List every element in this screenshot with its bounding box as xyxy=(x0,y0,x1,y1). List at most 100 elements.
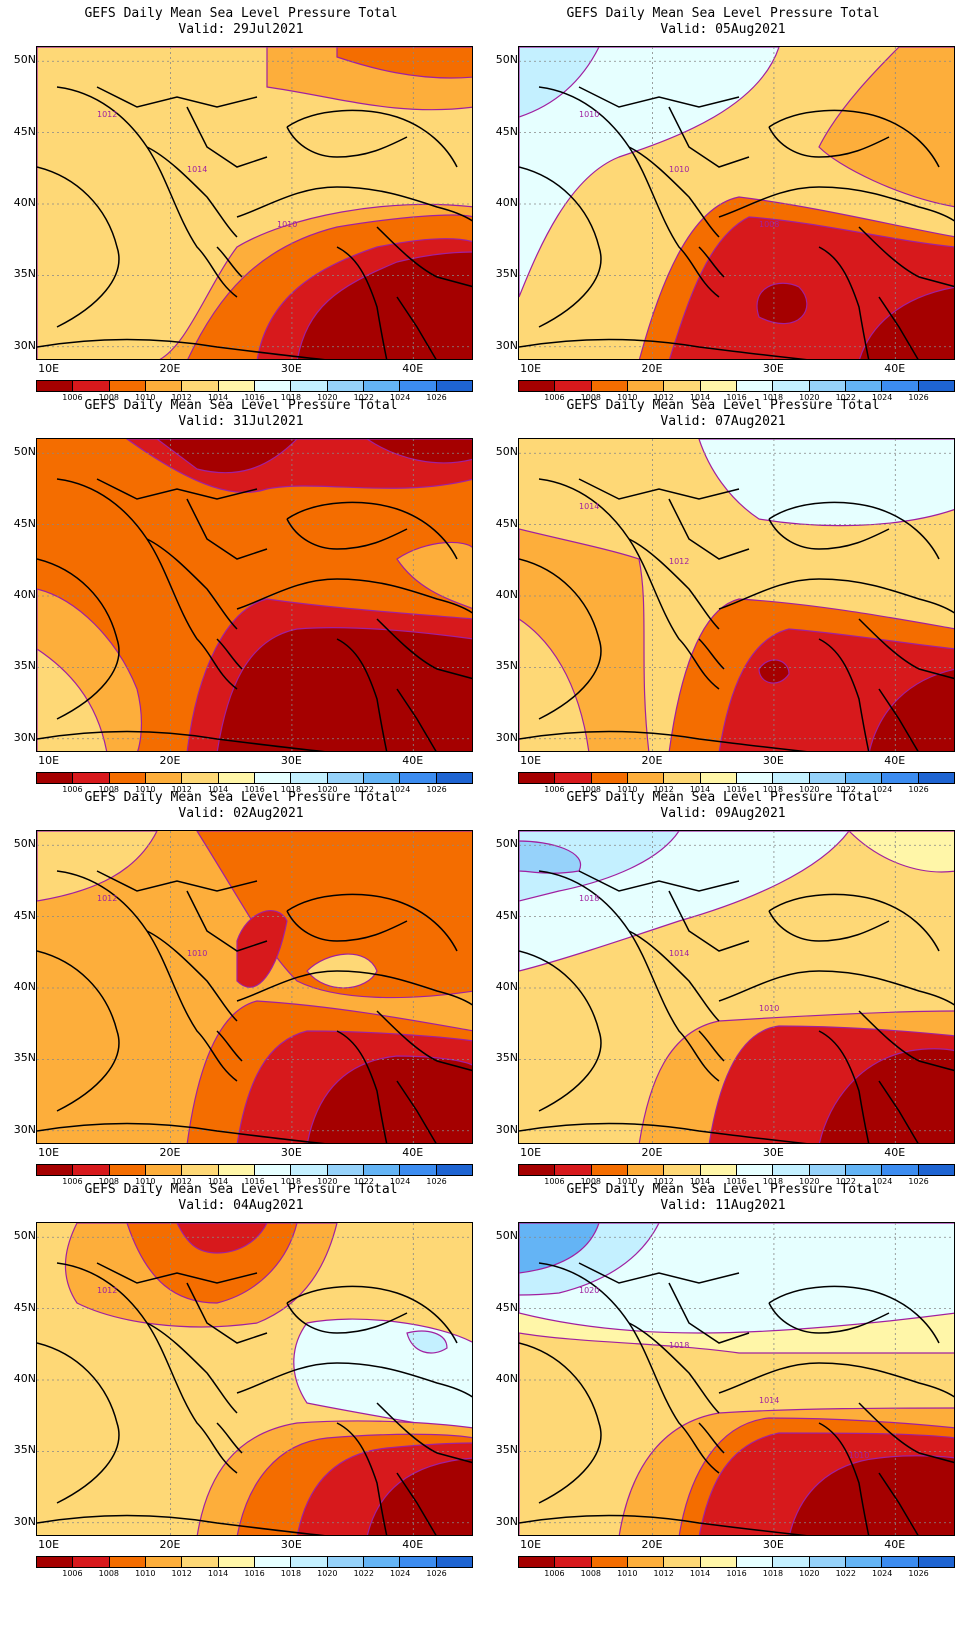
longitude-label: 20E xyxy=(641,362,663,375)
map-panel: GEFS Daily Mean Sea Level Pressure Total… xyxy=(482,0,964,410)
latitude-label: 40N xyxy=(495,1372,518,1385)
colorbar-swatch xyxy=(109,773,146,783)
latitude-label: 35N xyxy=(13,1443,36,1457)
colorbar-label: 1018 xyxy=(762,1177,784,1186)
map-panel: GEFS Daily Mean Sea Level Pressure Total… xyxy=(0,1176,482,1586)
longitude-label: 40E xyxy=(402,754,424,767)
pressure-zone xyxy=(336,47,472,79)
colorbar-swatch xyxy=(254,1165,292,1175)
colorbar-label: 1014 xyxy=(207,1569,229,1578)
contour-label: 1018 xyxy=(579,894,599,903)
coastline xyxy=(628,146,720,238)
colorbar-swatch xyxy=(218,1557,255,1567)
coastline xyxy=(668,106,750,168)
coastline xyxy=(286,910,408,942)
longitude-label: 20E xyxy=(641,1146,663,1159)
longitude-label: 10E xyxy=(38,1538,60,1551)
coastline xyxy=(216,1030,243,1062)
contour-label: 1010 xyxy=(759,1004,779,1013)
coastline xyxy=(146,538,238,630)
latitude-label: 45N xyxy=(13,124,36,138)
colorbar-label: 1022 xyxy=(353,785,374,794)
pressure-map: 1014 1012 xyxy=(518,438,955,752)
colorbar-swatch xyxy=(627,381,665,391)
colorbar-swatch xyxy=(918,773,954,783)
colorbar-swatch xyxy=(436,1165,472,1175)
coastline xyxy=(768,518,890,550)
colorbar-label: 1014 xyxy=(689,393,711,402)
pressure-zone xyxy=(37,648,108,751)
colorbar-swatch xyxy=(555,381,592,391)
longitude-label: 30E xyxy=(280,1538,302,1551)
panel-title: GEFS Daily Mean Sea Level Pressure Total xyxy=(84,6,398,21)
colorbar-label: 1020 xyxy=(317,1569,338,1578)
colorbar-label: 1026 xyxy=(426,1177,447,1186)
colorbar-label: 1024 xyxy=(389,1569,411,1578)
coastline xyxy=(396,688,437,751)
coastline xyxy=(236,1362,472,1398)
map-panel: GEFS Daily Mean Sea Level Pressure Total… xyxy=(482,784,964,1194)
colorbar-label: 1016 xyxy=(726,1177,747,1186)
colorbar-swatch xyxy=(882,1165,919,1175)
contour-label: 1014 xyxy=(759,1396,779,1405)
pressure-zone xyxy=(519,47,780,298)
pressure-map: 1012 xyxy=(36,1222,473,1536)
colorbar-swatch xyxy=(664,381,701,391)
colorbar-swatch xyxy=(37,381,74,391)
longitude-label: 40E xyxy=(884,1146,906,1159)
colorbar-label: 1014 xyxy=(689,1569,711,1578)
colorbar-label: 1026 xyxy=(908,393,929,402)
coastline xyxy=(376,1402,472,1464)
coastline xyxy=(376,618,472,680)
map-panel: GEFS Daily Mean Sea Level Pressure Total… xyxy=(482,392,964,802)
colorbar-swatch xyxy=(591,1557,628,1567)
coastline xyxy=(628,1322,720,1414)
colorbar-label: 1006 xyxy=(544,1569,565,1578)
coastline xyxy=(336,1030,388,1143)
colorbar-label: 1022 xyxy=(835,1569,856,1578)
colorbar-swatch xyxy=(436,381,472,391)
latitude-label: 35N xyxy=(495,1443,518,1457)
panel-valid-date: Valid: 09Aug2021 xyxy=(660,806,786,821)
coastline xyxy=(286,126,408,158)
pressure-field: 1014 1012 xyxy=(519,439,954,751)
colorbar-swatch xyxy=(73,1557,110,1567)
contour-label: 1010 xyxy=(669,165,689,174)
colorbar-label: 1018 xyxy=(762,1569,784,1578)
coastline xyxy=(538,478,720,690)
colorbar-swatch xyxy=(736,381,774,391)
contour-label: 1008 xyxy=(759,220,779,229)
contour-label: 1010 xyxy=(187,949,207,958)
panel-title: GEFS Daily Mean Sea Level Pressure Total xyxy=(84,1182,398,1197)
contour-label: 1014 xyxy=(669,949,689,958)
colorbar-label: 1026 xyxy=(908,1569,929,1578)
contour-label: 1012 xyxy=(97,894,117,903)
coastline xyxy=(768,910,890,942)
coastline xyxy=(858,1010,954,1072)
colorbar-swatch xyxy=(845,773,883,783)
colorbar-swatch xyxy=(254,381,292,391)
colorbar-label: 1020 xyxy=(799,1569,820,1578)
coastline xyxy=(96,1262,258,1284)
colorbar-swatch xyxy=(400,1165,437,1175)
coastline xyxy=(858,1402,954,1464)
colorbar-label: 1008 xyxy=(98,1177,120,1186)
colorbar-label: 1020 xyxy=(799,1177,820,1186)
latitude-label: 30N xyxy=(495,338,518,352)
coastline xyxy=(96,870,258,892)
colorbar-label: 1020 xyxy=(799,393,820,402)
panel-valid-date: Valid: 05Aug2021 xyxy=(660,22,786,37)
coastline xyxy=(96,86,258,108)
contour-label: 1010 xyxy=(277,220,297,229)
map-panel: GEFS Daily Mean Sea Level Pressure Total… xyxy=(0,784,482,1194)
pressure-map: 1012 1014 1010 xyxy=(36,46,473,360)
latitude-label: 40N xyxy=(13,980,36,993)
longitude-label: 20E xyxy=(159,1538,181,1551)
latitude-label: 50N xyxy=(13,53,36,67)
colorbar-swatch xyxy=(700,1557,737,1567)
colorbar-swatch xyxy=(664,773,701,783)
latitude-label: 35N xyxy=(13,1051,36,1065)
colorbar xyxy=(518,1164,955,1176)
latitude-label: 30N xyxy=(495,730,518,744)
colorbar-label: 1012 xyxy=(653,393,674,402)
